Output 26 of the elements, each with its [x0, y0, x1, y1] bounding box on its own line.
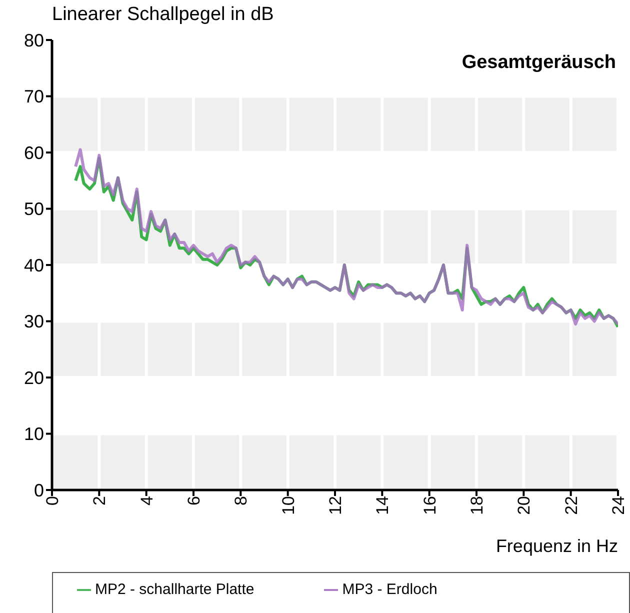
x-tick-label: 6	[184, 496, 204, 506]
legend-label: MP2 - schallharte Platte	[95, 581, 254, 598]
x-tick-label: 18	[468, 496, 487, 515]
legend-label: MP3 - Erdloch	[342, 581, 438, 598]
x-axis-title: Frequenz in Hz	[496, 536, 618, 556]
x-tick-label: 22	[562, 496, 581, 515]
y-tick-label: 30	[24, 312, 44, 332]
x-tick-label: 2	[90, 496, 110, 506]
y-tick-label: 70	[24, 86, 44, 107]
y-tick-label: 60	[24, 142, 44, 163]
text: Gesamtgeräusch	[462, 52, 616, 74]
x-tick-label: 12	[326, 496, 346, 515]
x-tick-label: 14	[373, 496, 392, 515]
y-tick-label: 80	[24, 30, 44, 50]
x-tick-label: 20	[514, 496, 534, 515]
x-tick-label: 10	[278, 496, 298, 515]
y-tick-label: 20	[24, 368, 44, 388]
x-tick-label: 24	[609, 496, 628, 515]
y-tick-label: 40	[24, 255, 44, 276]
y-axis-title: Linearer Schallpegel in dB	[52, 4, 274, 26]
x-tick-label: 0	[43, 496, 62, 506]
y-tick-label: 50	[24, 199, 44, 220]
x-tick-label: 4	[137, 496, 156, 506]
y-tick-label: 10	[24, 424, 44, 444]
x-tick-label: 16	[420, 496, 440, 515]
x-tick-label: 8	[232, 496, 251, 506]
